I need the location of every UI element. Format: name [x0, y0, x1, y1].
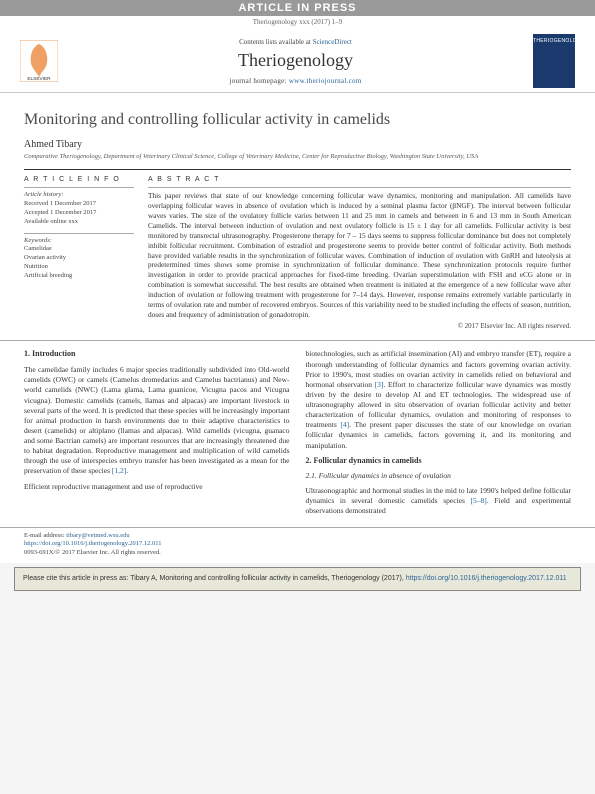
keyword: Camelidae	[24, 245, 134, 254]
ref-4[interactable]: [4]	[340, 420, 349, 429]
author-name: Ahmed Tibary	[24, 139, 571, 150]
keywords-label: Keywords:	[24, 237, 134, 246]
received-date: Received 1 December 2017	[24, 200, 134, 209]
article-info: A R T I C L E I N F O Article history: R…	[24, 176, 134, 330]
intro-p2: Efficient reproductive management and us…	[24, 482, 290, 492]
section-2-number: 2.	[306, 456, 312, 465]
homepage-line: journal homepage: www.theriojournal.com	[70, 77, 521, 85]
svg-text:ELSEVIER: ELSEVIER	[27, 76, 51, 82]
keyword: Ovarian activity	[24, 254, 134, 263]
available-date: Available online xxx	[24, 218, 134, 227]
contents-prefix: Contents lists available at	[239, 38, 313, 46]
abstract-column: A B S T R A C T This paper reviews that …	[148, 176, 571, 330]
history-label: Article history:	[24, 191, 134, 200]
homepage-url[interactable]: www.theriojournal.com	[289, 77, 362, 85]
intro-p1: The camelidae family includes 6 major sp…	[24, 365, 290, 476]
abstract-copyright: © 2017 Elsevier Inc. All rights reserved…	[148, 322, 571, 330]
homepage-prefix: journal homepage:	[229, 77, 288, 85]
author-email[interactable]: tibary@vetmed.wsu.edu	[66, 532, 129, 539]
right-column: biotechnologies, such as artificial inse…	[306, 349, 572, 521]
email-label: E-mail address:	[24, 532, 66, 539]
issn-line: 0093-691X/© 2017 Elsevier Inc. All right…	[24, 549, 571, 557]
keywords-block: Keywords: Camelidae Ovarian activity Nut…	[24, 233, 134, 281]
left-column: 1. Introduction The camelidae family inc…	[24, 349, 290, 521]
section-1-number: 1.	[24, 349, 30, 358]
abstract-text: This paper reviews that state of our kno…	[148, 187, 571, 319]
page-range: Theriogenology xxx (2017) 1–9	[0, 16, 595, 28]
elsevier-logo: ELSEVIER	[20, 40, 58, 82]
sciencedirect-link[interactable]: ScienceDirect	[313, 38, 352, 46]
footer-info: E-mail address: tibary@vetmed.wsu.edu ht…	[0, 527, 595, 563]
press-banner: ARTICLE IN PRESS	[0, 0, 595, 16]
citation-prefix: Please cite this article in press as: Ti…	[23, 575, 406, 582]
journal-header: ELSEVIER Contents lists available at Sci…	[0, 28, 595, 93]
author-affiliation: Comparative Theriogenology, Department o…	[24, 153, 571, 161]
journal-cover: THERIOGENOLOGY	[533, 34, 575, 88]
section-2-title: 2. Follicular dynamics in camelids	[306, 456, 572, 467]
citation-box: Please cite this article in press as: Ti…	[14, 567, 581, 590]
section-1-name: Introduction	[32, 349, 75, 358]
ref-1-2[interactable]: [1,2]	[112, 466, 126, 475]
intro-p1-text: The camelidae family includes 6 major sp…	[24, 365, 290, 475]
article-history: Article history: Received 1 December 201…	[24, 187, 134, 226]
section-1-title: 1. Introduction	[24, 349, 290, 360]
right-p1: biotechnologies, such as artificial inse…	[306, 349, 572, 450]
accepted-date: Accepted 1 December 2017	[24, 209, 134, 218]
abstract-heading: A B S T R A C T	[148, 176, 571, 183]
journal-name: Theriogenology	[70, 50, 521, 71]
contents-line: Contents lists available at ScienceDirec…	[70, 38, 521, 46]
subsection-2-1-title: 2.1. Follicular dynamics in absence of o…	[306, 471, 572, 481]
article-info-heading: A R T I C L E I N F O	[24, 176, 134, 183]
article-title: Monitoring and controlling follicular ac…	[24, 111, 571, 129]
citation-doi[interactable]: https://doi.org/10.1016/j.theriogenology…	[406, 575, 567, 582]
keyword: Artificial breeding	[24, 272, 134, 281]
journal-header-center: Contents lists available at ScienceDirec…	[70, 38, 521, 85]
intro-p1-end: .	[126, 466, 128, 475]
article-main: Monitoring and controlling follicular ac…	[0, 93, 595, 340]
section-2-name: Follicular dynamics in camelids	[314, 456, 422, 465]
ref-5-8[interactable]: [5–8]	[471, 496, 487, 505]
keyword: Nutrition	[24, 263, 134, 272]
doi-link[interactable]: https://doi.org/10.1016/j.theriogenology…	[24, 540, 571, 548]
right-p2: Ultrasonographic and hormonal studies in…	[306, 486, 572, 516]
info-abstract-row: A R T I C L E I N F O Article history: R…	[24, 169, 571, 330]
body-columns: 1. Introduction The camelidae family inc…	[0, 340, 595, 527]
email-line: E-mail address: tibary@vetmed.wsu.edu	[24, 532, 571, 540]
